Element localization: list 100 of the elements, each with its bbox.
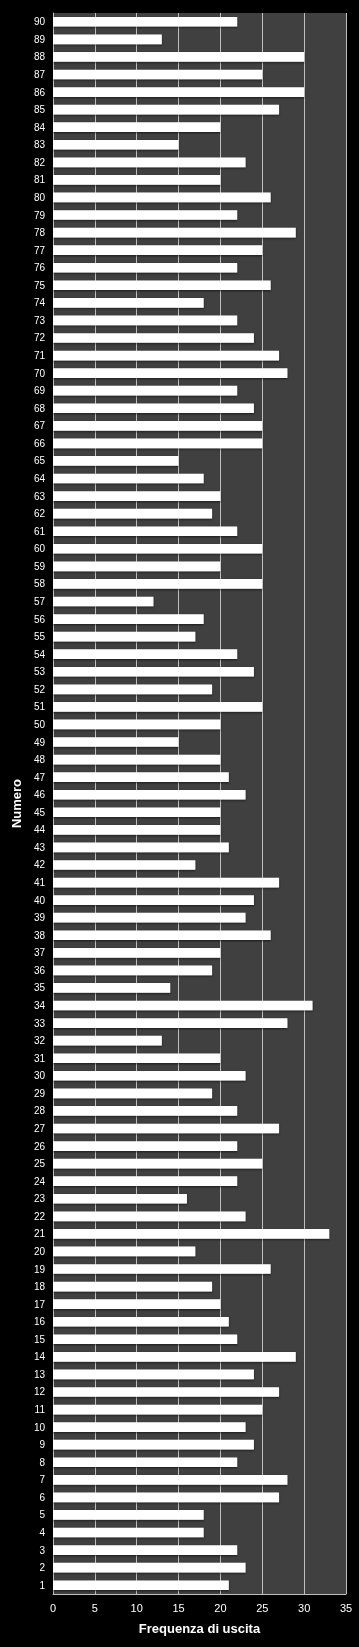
y-tick-label: 35 bbox=[33, 982, 46, 994]
bar bbox=[53, 737, 179, 747]
y-tick-label: 41 bbox=[33, 877, 46, 889]
y-tick-label: 44 bbox=[33, 824, 46, 836]
y-tick-label: 49 bbox=[33, 736, 46, 748]
bar bbox=[53, 438, 263, 449]
bar bbox=[53, 210, 238, 220]
y-tick-label: 69 bbox=[33, 385, 46, 397]
bar bbox=[53, 877, 280, 888]
bar bbox=[53, 631, 196, 642]
bar bbox=[53, 719, 221, 730]
bar bbox=[53, 298, 204, 308]
bar bbox=[53, 1510, 204, 1520]
bar bbox=[53, 1070, 246, 1081]
bar bbox=[53, 473, 204, 484]
y-tick-label: 38 bbox=[33, 929, 46, 941]
y-tick-label: 5 bbox=[39, 1509, 46, 1521]
y-tick-label: 88 bbox=[33, 51, 46, 63]
y-tick-label: 77 bbox=[33, 244, 46, 256]
y-tick-label: 53 bbox=[33, 666, 46, 678]
bar bbox=[53, 227, 296, 238]
bar bbox=[53, 1088, 213, 1099]
y-tick-label: 55 bbox=[33, 631, 46, 643]
y-tick-label: 32 bbox=[33, 1035, 46, 1047]
y-tick-label: 84 bbox=[33, 121, 46, 133]
bar bbox=[53, 52, 305, 62]
y-tick-label: 3 bbox=[39, 1544, 46, 1556]
y-axis-title: Numero bbox=[8, 778, 24, 829]
y-tick-label: 7 bbox=[39, 1474, 46, 1486]
bar bbox=[53, 754, 221, 765]
x-tick-label: 10 bbox=[130, 1601, 143, 1614]
y-tick-label: 42 bbox=[33, 859, 46, 871]
y-tick-label: 9 bbox=[39, 1439, 46, 1451]
y-tick-label: 56 bbox=[33, 613, 46, 625]
bar bbox=[53, 333, 254, 343]
y-tick-label: 70 bbox=[33, 367, 46, 379]
bar bbox=[53, 614, 204, 624]
bar bbox=[53, 1264, 271, 1274]
x-tick-label: 5 bbox=[91, 1601, 98, 1614]
y-tick-label: 74 bbox=[33, 297, 46, 309]
bar bbox=[53, 1527, 204, 1538]
bar bbox=[53, 702, 263, 712]
bar bbox=[53, 192, 271, 203]
bar bbox=[53, 1193, 187, 1204]
y-tick-label: 90 bbox=[33, 16, 46, 28]
x-axis-title: Frequenza di uscita bbox=[138, 1621, 261, 1636]
bar bbox=[53, 1158, 263, 1169]
bar bbox=[53, 1123, 280, 1134]
y-tick-label: 51 bbox=[33, 701, 46, 713]
bar bbox=[53, 965, 213, 976]
y-tick-label: 4 bbox=[39, 1527, 46, 1539]
y-tick-label: 1 bbox=[39, 1579, 46, 1591]
bar bbox=[53, 930, 271, 941]
bar bbox=[53, 1439, 254, 1450]
y-tick-label: 52 bbox=[33, 683, 46, 695]
y-tick-label: 85 bbox=[33, 104, 46, 116]
bar bbox=[53, 1492, 280, 1503]
bar bbox=[53, 1281, 213, 1292]
bar bbox=[53, 350, 280, 361]
bar bbox=[53, 1053, 221, 1064]
y-tick-label: 25 bbox=[33, 1158, 46, 1170]
y-tick-label: 8 bbox=[39, 1456, 46, 1468]
y-tick-label: 54 bbox=[33, 648, 46, 660]
y-tick-label: 81 bbox=[33, 174, 46, 186]
bar bbox=[53, 491, 221, 501]
bar bbox=[53, 649, 238, 660]
y-tick-label: 65 bbox=[33, 455, 46, 467]
bar bbox=[53, 87, 305, 97]
y-tick-label: 67 bbox=[33, 420, 46, 432]
y-tick-label: 57 bbox=[33, 595, 46, 607]
bar bbox=[53, 175, 221, 185]
bar bbox=[53, 385, 238, 396]
y-tick-label: 36 bbox=[33, 964, 46, 976]
y-tick-label: 86 bbox=[33, 86, 46, 98]
y-tick-label: 63 bbox=[33, 490, 46, 502]
y-tick-label: 61 bbox=[33, 525, 46, 537]
y-tick-label: 16 bbox=[33, 1316, 46, 1328]
y-tick-label: 79 bbox=[33, 209, 46, 221]
bar bbox=[53, 561, 221, 572]
y-tick-label: 18 bbox=[33, 1281, 46, 1293]
y-tick-label: 48 bbox=[33, 754, 46, 766]
bar bbox=[53, 1299, 221, 1309]
y-tick-label: 22 bbox=[33, 1210, 46, 1222]
x-tick-label: 0 bbox=[49, 1601, 57, 1614]
y-tick-label: 59 bbox=[33, 560, 46, 572]
y-tick-label: 75 bbox=[33, 279, 46, 291]
bar bbox=[53, 825, 221, 835]
bar bbox=[53, 122, 221, 133]
x-tick-label: 25 bbox=[256, 1601, 269, 1614]
bar bbox=[53, 368, 288, 378]
bar bbox=[53, 789, 246, 800]
y-tick-label: 34 bbox=[33, 1000, 46, 1012]
y-tick-label: 89 bbox=[33, 33, 46, 45]
y-tick-label: 39 bbox=[33, 912, 46, 924]
bar bbox=[53, 280, 271, 291]
y-tick-label: 43 bbox=[33, 841, 46, 853]
bar bbox=[53, 104, 280, 115]
bar bbox=[53, 1018, 288, 1028]
y-tick-label: 50 bbox=[33, 718, 46, 730]
bar bbox=[53, 456, 179, 466]
